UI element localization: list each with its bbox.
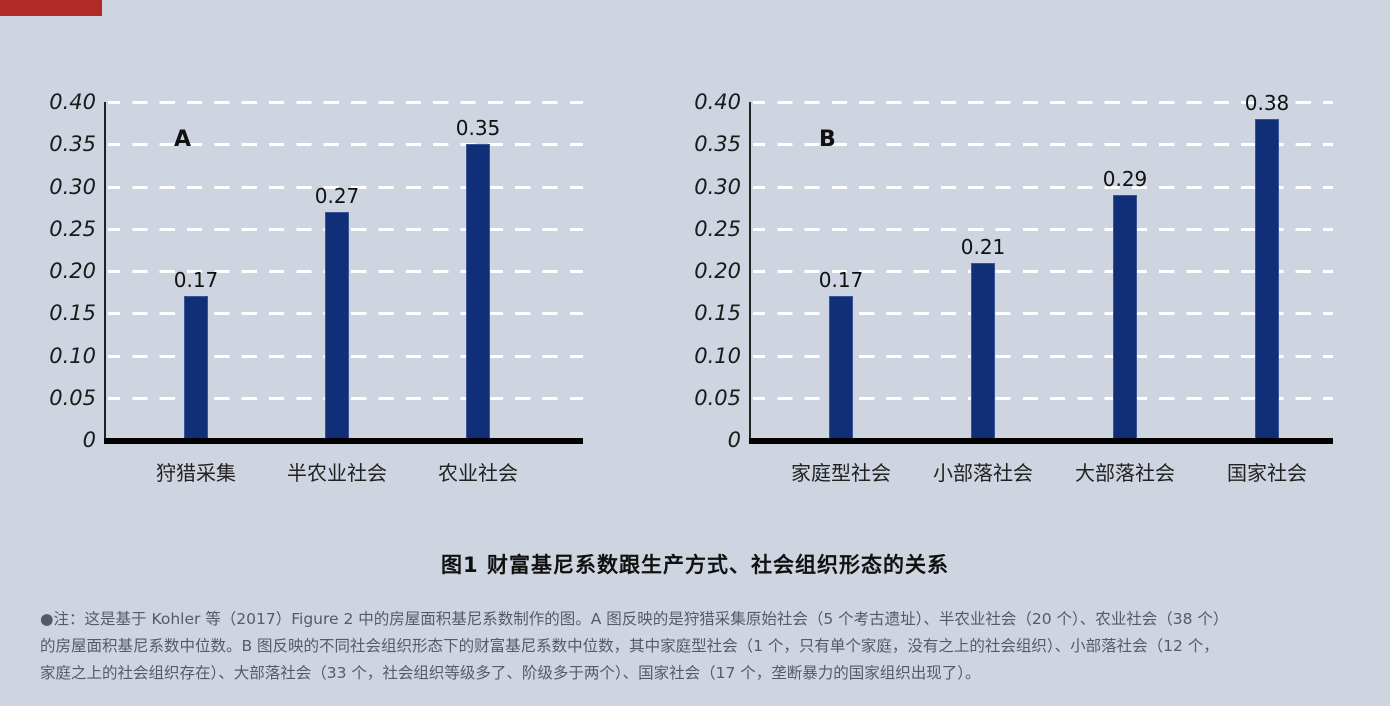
gridline	[108, 101, 583, 104]
gridline	[753, 227, 1333, 231]
bar-3	[466, 144, 490, 440]
note-line: 的房屋面积基尼系数中位数。B 图反映的不同社会组织形态下的财富基尼系数中位数，其…	[40, 637, 1219, 655]
y-tick-label: 0.30	[49, 174, 96, 199]
y-tick-label: 0.40	[49, 90, 96, 114]
bar-value-label: 0.17	[173, 268, 219, 293]
y-tick-label: 0.20	[49, 259, 96, 283]
y-tick-label: 0.35	[694, 132, 741, 157]
y-tick-label: 0.20	[694, 259, 741, 283]
note-line: ●注：这是基于 Kohler 等（2017）Figure 2 中的房屋面积基尼系…	[40, 610, 1229, 628]
y-tick-label: 0.05	[49, 385, 96, 410]
gridline	[753, 354, 1333, 358]
gridline	[108, 185, 583, 189]
x-category-label: 半农业社会	[287, 461, 387, 485]
gridline	[753, 312, 1333, 316]
y-axis-line	[104, 102, 106, 442]
x-category-label: 国家社会	[1227, 461, 1307, 485]
y-tick-label: 0.25	[694, 216, 741, 241]
corner-accent-bar	[0, 0, 102, 16]
y-tick-label: 0.15	[694, 301, 741, 326]
y-tick-label: 0.35	[49, 132, 96, 157]
gridline	[108, 143, 583, 147]
x-axis-line	[104, 438, 583, 444]
gridline	[753, 101, 1333, 104]
y-axis-line	[749, 102, 751, 442]
bar-1	[184, 296, 208, 440]
x-category-label: 农业社会	[438, 461, 518, 485]
bar-value-label: 0.27	[314, 183, 360, 208]
y-tick-label: 0.40	[694, 90, 741, 114]
bar-value-label: 0.29	[1102, 166, 1148, 191]
bar-value-label: 0.38	[1244, 90, 1290, 115]
y-tick-label: 0.25	[49, 216, 96, 241]
bar-2	[971, 262, 995, 440]
y-tick-label: 0	[82, 428, 96, 452]
bar-1	[829, 296, 853, 440]
bar-value-label: 0.17	[818, 268, 864, 293]
x-axis-line	[749, 438, 1333, 444]
x-category-label: 狩猎采集	[156, 461, 236, 485]
y-tick-label: 0.10	[49, 343, 96, 368]
gridline	[753, 396, 1333, 400]
y-tick-label: 0.30	[694, 174, 741, 199]
bar-value-label: 0.35	[455, 116, 501, 141]
figure-title: 图1 财富基尼系数跟生产方式、社会组织形态的关系	[441, 553, 949, 577]
y-tick-label: 0	[727, 428, 741, 452]
y-tick-label: 0.10	[694, 343, 741, 368]
x-category-label: 大部落社会	[1075, 461, 1175, 485]
bar-4	[1255, 118, 1279, 440]
gridline	[753, 143, 1333, 147]
y-tick-label: 0.15	[49, 301, 96, 326]
chart-panel-b: 0 0.05 0.10 0.15 0.20 0.25 0.30 0.35 0.40 0.17 家庭型…	[694, 90, 1333, 485]
chart-panel-a: 0 0.05 0.10 0.15 0.20 0.25 0.30 0.35 0.40 0.17 狩猎采…	[0, 0, 695, 530]
gridline	[753, 270, 1333, 273]
x-category-label: 小部落社会	[933, 461, 1033, 485]
y-tick-label: 0.05	[694, 385, 741, 410]
panel-letter: A	[174, 127, 192, 152]
panel-letter: B	[819, 127, 836, 152]
bar-2	[325, 211, 349, 440]
bar-value-label: 0.21	[960, 234, 1006, 259]
gridline	[753, 185, 1333, 189]
figure-note: ●注：这是基于 Kohler 等（2017）Figure 2 中的房屋面积基尼系…	[40, 606, 1360, 687]
x-category-label: 家庭型社会	[791, 461, 891, 485]
bar-3	[1113, 194, 1137, 440]
note-line: 家庭之上的社会组织存在）、大部落社会（33 个，社会组织等级多了、阶级多于两个）…	[40, 664, 981, 682]
